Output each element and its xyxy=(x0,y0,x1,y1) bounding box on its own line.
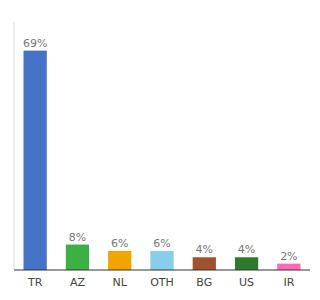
data-label: 6% xyxy=(153,237,170,250)
data-label: 69% xyxy=(23,37,47,50)
chart: 69% 8% 6% 6% 4% 4% 2% TR AZ NL OTH BG US IR xyxy=(0,0,320,300)
x-tick-label: AZ xyxy=(70,276,86,289)
data-label: 8% xyxy=(69,231,86,244)
y-range-line xyxy=(14,22,15,270)
bar xyxy=(277,264,300,270)
x-tick-label: TR xyxy=(27,276,43,289)
data-label: 4% xyxy=(238,243,255,256)
data-labels: 69% 8% 6% 6% 4% 4% 2% xyxy=(23,37,298,263)
bar xyxy=(150,251,173,270)
x-tick-label: OTH xyxy=(150,276,174,289)
x-tick-labels: TR AZ NL OTH BG US IR xyxy=(27,276,295,289)
x-tick-label: BG xyxy=(196,276,212,289)
data-label: 2% xyxy=(280,250,297,263)
x-tick-label: NL xyxy=(113,276,128,289)
x-tick-label: US xyxy=(239,276,254,289)
bar xyxy=(235,257,258,270)
data-label: 6% xyxy=(111,237,128,250)
bar xyxy=(24,51,47,270)
bar xyxy=(193,257,216,270)
x-axis-line xyxy=(14,270,310,271)
bar xyxy=(108,251,131,270)
chart-container: 69% 8% 6% 6% 4% 4% 2% TR AZ NL OTH BG US IR xyxy=(0,0,320,300)
bars xyxy=(24,51,301,270)
bar xyxy=(66,245,89,270)
x-tick-label: IR xyxy=(283,276,294,289)
data-label: 4% xyxy=(196,243,213,256)
